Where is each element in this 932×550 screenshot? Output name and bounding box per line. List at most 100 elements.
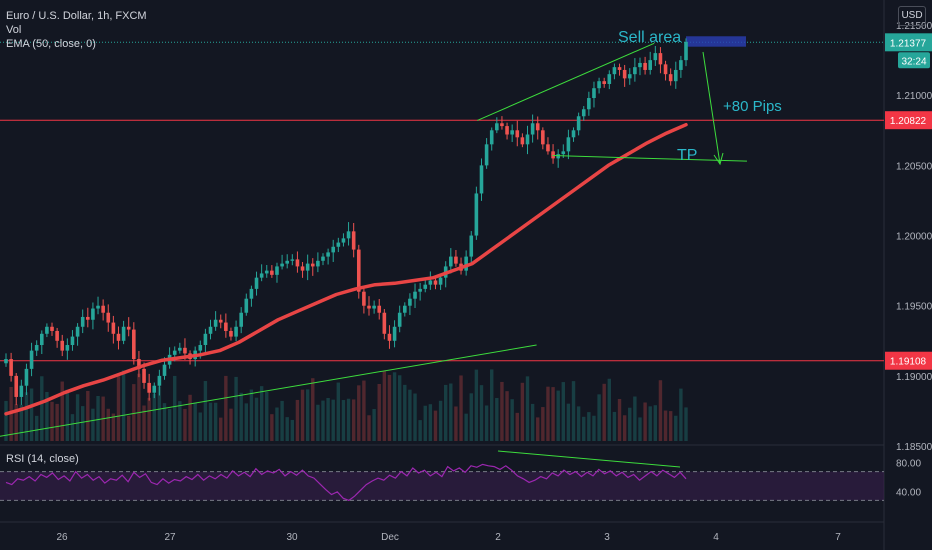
candle-body — [484, 144, 489, 166]
rsi-trendline[interactable] — [497, 450, 681, 468]
candle-body — [418, 288, 422, 292]
volume-bar — [173, 375, 177, 441]
volume-bar — [663, 410, 668, 441]
volume-bar — [525, 376, 530, 441]
volume-bar — [152, 393, 156, 441]
candle-body — [157, 375, 162, 386]
candle-body — [561, 151, 566, 155]
volume-bar — [193, 402, 197, 441]
candle-body — [208, 326, 213, 334]
volume-bar — [132, 384, 136, 441]
volume-bar — [29, 388, 34, 441]
volume-bar — [633, 396, 637, 441]
volume-bar — [602, 383, 606, 441]
volume-bar — [208, 402, 213, 441]
ema-label[interactable]: EMA (50, close, 0) — [6, 38, 96, 50]
candle-body — [300, 266, 305, 271]
time-tick-label: 26 — [56, 532, 68, 543]
volume-bar — [443, 384, 448, 441]
candle-body — [546, 144, 550, 152]
candle-body — [617, 67, 622, 70]
volume-bar — [397, 375, 402, 441]
volume-bar — [495, 397, 499, 441]
volume-bar — [510, 399, 514, 441]
volume-bar — [311, 378, 315, 441]
candle-body — [556, 154, 560, 159]
candle-body — [571, 130, 576, 138]
candle-body — [75, 326, 80, 337]
volume-bar — [213, 402, 218, 441]
trendline-2[interactable] — [477, 42, 655, 121]
volume-bar — [433, 410, 438, 441]
rsi-line[interactable] — [5, 463, 687, 502]
volume-bar — [582, 416, 586, 441]
last-price-label: 1.21377 — [890, 38, 927, 49]
volume-bar — [4, 400, 8, 441]
volume-bar — [14, 404, 18, 441]
level-price-label: 1.19108 — [890, 357, 927, 368]
volume-bar — [24, 392, 29, 441]
volume-bar — [449, 383, 453, 441]
candle-body — [285, 260, 290, 264]
trendline-1[interactable] — [0, 344, 537, 437]
candle-body — [4, 359, 8, 364]
candle-body — [449, 256, 453, 267]
volume-bar — [198, 412, 202, 441]
volume-bar — [55, 403, 59, 441]
candle-body — [264, 270, 269, 274]
volume-bar — [290, 419, 295, 441]
volume-bar — [377, 384, 381, 441]
volume-bar — [479, 385, 484, 441]
volume-bar — [403, 384, 407, 441]
candle-body — [541, 130, 545, 145]
time-tick-label: 7 — [835, 532, 841, 543]
volume-bar — [561, 382, 565, 441]
candle-body — [80, 316, 85, 327]
volume-label[interactable]: Vol — [6, 24, 22, 36]
projection-arrowhead — [713, 152, 724, 166]
currency-badge[interactable]: USD — [898, 6, 926, 26]
level-price-tag — [885, 111, 932, 130]
volume-bar — [454, 406, 458, 441]
volume-bar — [96, 395, 100, 441]
candle-body — [198, 345, 203, 351]
candle-body — [367, 305, 371, 309]
volume-bar — [674, 415, 678, 441]
volume-bar — [229, 408, 233, 441]
rsi-label[interactable]: RSI (14, close) — [6, 453, 79, 465]
candle-body — [525, 134, 530, 145]
projection-arrow-line[interactable] — [702, 51, 721, 165]
candle-body — [132, 329, 136, 360]
volume-bar — [300, 389, 305, 441]
candle-body — [627, 74, 632, 79]
candle-body — [142, 368, 146, 383]
sell-area-box[interactable] — [686, 36, 746, 47]
candle-body — [152, 385, 157, 393]
volume-bar — [668, 411, 673, 441]
candle-body — [147, 382, 151, 393]
price-tick-label: 1.19000 — [896, 372, 932, 383]
volume-bar — [566, 403, 571, 441]
symbol-title[interactable]: Euro / U.S. Dollar, 1h, FXCM — [6, 10, 147, 22]
volume-bar — [520, 382, 525, 441]
volume-bar — [541, 407, 545, 441]
volume-bar — [490, 369, 494, 441]
candle-body — [454, 256, 458, 264]
candle-body — [663, 64, 668, 75]
candle-body — [387, 333, 392, 341]
candle-body — [464, 256, 468, 271]
volume-bar — [464, 413, 468, 441]
volume-bar — [137, 373, 141, 441]
volume-bar — [679, 388, 683, 441]
candle-body — [45, 326, 49, 334]
rsi-tick-label: 40.00 — [896, 487, 921, 498]
volume-bar — [658, 380, 663, 441]
candle-body — [581, 109, 586, 117]
volume-bar — [70, 414, 75, 441]
candle-body — [316, 260, 320, 267]
candle-body — [244, 298, 249, 313]
ema-line[interactable] — [4, 122, 688, 416]
trendline-3[interactable] — [552, 155, 747, 162]
level-price-label: 1.20822 — [890, 116, 927, 127]
